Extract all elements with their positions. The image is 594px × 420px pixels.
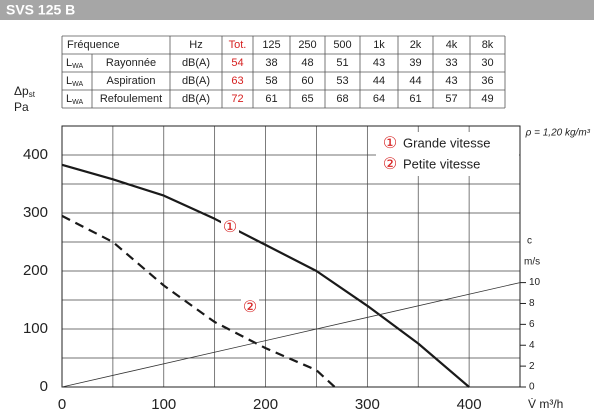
table-cell: 44 (409, 75, 421, 87)
marker-bg (241, 299, 259, 317)
table-symbol-part: WA (72, 99, 83, 106)
x-tick-label: 300 (355, 396, 380, 413)
table-cell: 57 (445, 93, 457, 105)
y-axis-unit: Pa (14, 100, 29, 114)
table-header: 125 (262, 39, 280, 51)
table-symbol: LWA (66, 93, 83, 106)
table-symbol: LWA (66, 75, 83, 88)
legend-marker: ① (383, 135, 397, 152)
table-label: Aspiration (107, 75, 156, 87)
y-tick-label: 100 (23, 320, 48, 337)
table-cell: 43 (373, 57, 385, 69)
table-symbol-part: WA (72, 81, 83, 88)
plot-frame (61, 125, 521, 388)
y2-tick-label: 2 (529, 361, 535, 372)
legend-box (376, 132, 519, 176)
table-symbol: LWA (66, 57, 83, 70)
table-header: 2k (410, 39, 422, 51)
table-cell: 38 (265, 57, 277, 69)
table-symbol-part: L (66, 75, 72, 87)
y-tick-label: 300 (23, 204, 48, 221)
table-header: 500 (333, 39, 351, 51)
table-symbol-part: L (66, 93, 72, 105)
table-unit: dB(A) (182, 75, 210, 87)
table-unit: dB(A) (182, 57, 210, 69)
table-unit: dB(A) (182, 93, 210, 105)
table-header: 250 (298, 39, 316, 51)
x-tick-label: 100 (151, 396, 176, 413)
curve (61, 282, 521, 388)
note: ρ = 1,20 kg/m³ (525, 128, 591, 139)
table-cell: 48 (301, 57, 313, 69)
table-symbol-part: WA (72, 63, 83, 70)
y-axis-label-part: Δp (14, 84, 29, 98)
y-axis-label-part: st (29, 90, 36, 99)
marker-bg (221, 219, 239, 237)
table-header: 4k (446, 39, 458, 51)
table-cell: 63 (231, 75, 243, 87)
legend-marker: ② (383, 156, 397, 173)
table-cell: 49 (481, 93, 493, 105)
table-cell: 33 (445, 57, 457, 69)
table-cell: 30 (481, 57, 493, 69)
x-tick-label: 200 (253, 396, 278, 413)
table-cell: 53 (336, 75, 348, 87)
y2-tick-label: 0 (529, 382, 535, 393)
table-cell: 68 (336, 93, 348, 105)
y-axis-label: Δpst (14, 84, 36, 99)
table-cell: 65 (301, 93, 313, 105)
table-cell: 61 (409, 93, 421, 105)
table-cell: 39 (409, 57, 421, 69)
table-header: 8k (482, 39, 494, 51)
title: SVS 125 B (6, 2, 75, 18)
curve-marker: ① (223, 219, 237, 236)
y2-axis-label: c (527, 236, 532, 247)
x-tick-label: 0 (58, 396, 66, 413)
table-cell: 58 (265, 75, 277, 87)
x-axis-label: V̇ m³/h (528, 397, 563, 411)
y2-tick-label: 6 (529, 319, 535, 330)
table-cell: 72 (231, 93, 243, 105)
y2-tick-label: 4 (529, 340, 535, 351)
x-tick-label: 400 (457, 396, 482, 413)
title-bar (0, 0, 594, 20)
legend-label: Petite vitesse (403, 156, 480, 171)
curve (61, 163, 470, 388)
y-tick-label: 200 (23, 262, 48, 279)
table-header: Tot. (229, 39, 247, 51)
table-header: Hz (189, 39, 202, 51)
y2-tick-label: 8 (529, 298, 535, 309)
curve (61, 214, 336, 388)
table-cell: 51 (336, 57, 348, 69)
table-header: 1k (373, 39, 385, 51)
y2-tick-label: 10 (529, 277, 541, 288)
table-label: Refoulement (100, 93, 162, 105)
y-tick-label: 400 (23, 146, 48, 163)
table-label: Rayonnée (106, 57, 156, 69)
table-cell: 36 (481, 75, 493, 87)
table-cell: 54 (231, 57, 243, 69)
table-cell: 44 (373, 75, 385, 87)
legend-label: Grande vitesse (403, 135, 490, 150)
curve-marker: ② (243, 299, 257, 316)
table-symbol-part: L (66, 57, 72, 69)
table-cell: 43 (445, 75, 457, 87)
table-cell: 64 (373, 93, 385, 105)
y-tick-label: 0 (40, 378, 48, 395)
y2-axis-unit: m/s (524, 257, 540, 268)
table-cell: 60 (301, 75, 313, 87)
table-cell: 61 (265, 93, 277, 105)
table-header: Fréquence (67, 39, 120, 51)
